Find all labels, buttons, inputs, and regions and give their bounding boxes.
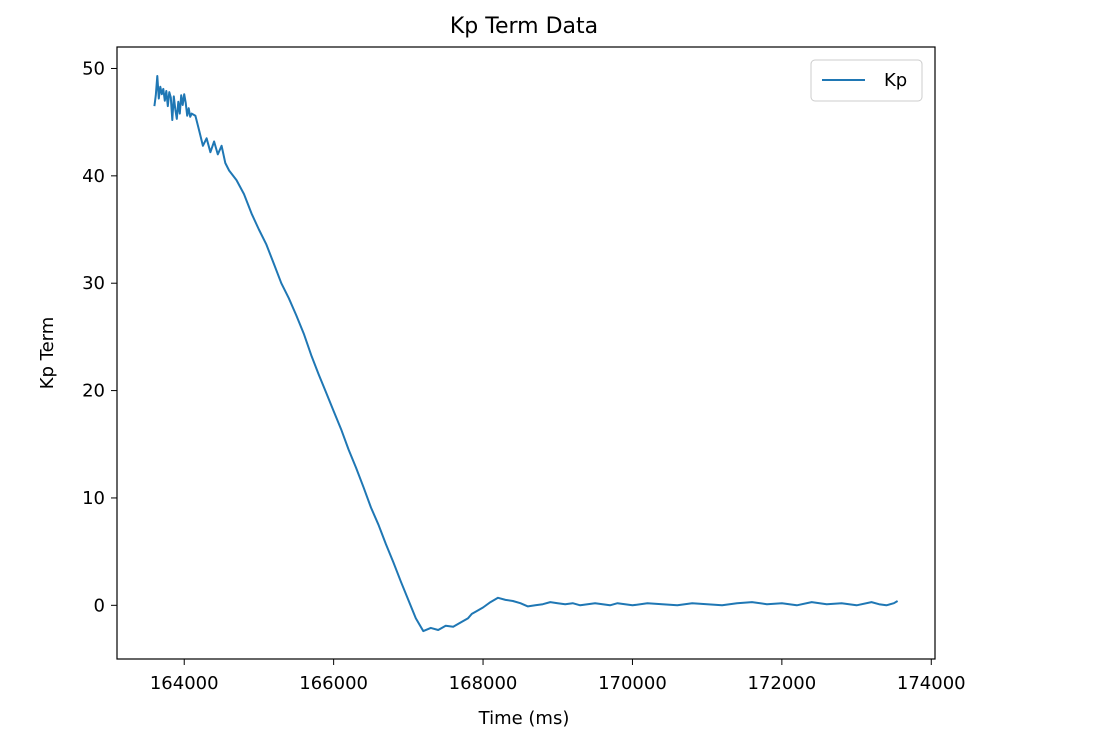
x-tick-label: 164000: [150, 673, 219, 694]
x-tick-label: 172000: [747, 673, 816, 694]
x-tick-label: 170000: [598, 673, 667, 694]
y-tick-label: 30: [82, 273, 105, 294]
x-axis-ticks: 164000 166000 168000 170000 172000 174000: [150, 659, 966, 694]
legend-box: [810, 59, 923, 102]
plot-area: [116, 46, 936, 660]
legend-kp-label: Kp: [884, 70, 907, 91]
x-tick-label: 168000: [449, 673, 518, 694]
y-tick-label: 10: [82, 488, 105, 509]
kp-series-line: [153, 75, 899, 633]
x-axis-label: Time (ms): [478, 708, 570, 729]
legend: Kp: [810, 59, 923, 102]
y-tick-label: 20: [82, 381, 105, 402]
chart-title: Kp Term Data: [450, 14, 598, 39]
plot-frame: [116, 46, 936, 660]
y-tick-label: 40: [82, 166, 105, 187]
y-axis-ticks: 0 10 20 30 40 50: [82, 58, 117, 616]
x-tick-label: 174000: [897, 673, 966, 694]
x-tick-label: 166000: [299, 673, 368, 694]
y-tick-label: 0: [94, 595, 105, 616]
y-tick-label: 50: [82, 58, 105, 79]
y-axis-label: Kp Term: [37, 317, 58, 390]
